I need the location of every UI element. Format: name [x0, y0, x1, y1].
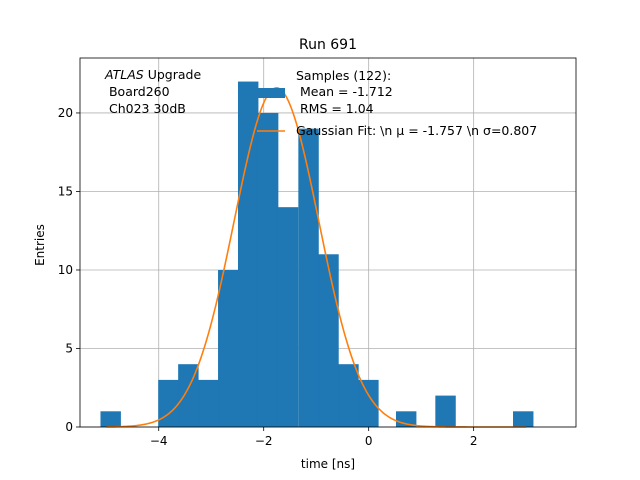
- legend-hist-line-2: Mean = -1.712: [296, 84, 393, 99]
- atlas-label: ATLAS: [104, 67, 144, 82]
- legend-hist-line-1: Samples (122):: [296, 68, 391, 83]
- chart-title: Run 691: [299, 37, 357, 53]
- histogram-bar: [298, 128, 319, 427]
- histogram-bar: [257, 112, 279, 427]
- upgrade-label: Upgrade: [144, 67, 202, 82]
- y-tick-label: 0: [65, 420, 73, 434]
- histogram-bar: [158, 379, 179, 427]
- legend-fit-label: Gaussian Fit: \n μ = -1.757 \n σ=0.807: [296, 123, 537, 138]
- histogram-bar: [237, 81, 259, 427]
- histogram-bar: [218, 269, 239, 427]
- histogram-bar: [198, 379, 219, 427]
- x-axis-label: time [ns]: [301, 457, 355, 471]
- histogram-bar: [435, 395, 456, 427]
- y-tick-label: 10: [58, 263, 73, 277]
- histogram-bar: [318, 254, 339, 427]
- legend-hist-swatch: [257, 88, 285, 98]
- x-tick-label: 2: [470, 434, 478, 448]
- atlas-annotation: ATLAS Upgrade Board260 Ch023 30dB: [104, 67, 201, 116]
- histogram-bar: [358, 379, 379, 427]
- y-tick-label: 15: [58, 184, 73, 198]
- x-tick-label: 0: [365, 434, 373, 448]
- svg-text:ATLAS Upgrade: ATLAS Upgrade: [104, 67, 201, 82]
- histogram-bar: [178, 364, 199, 427]
- legend-hist-line-3: RMS = 1.04: [296, 101, 374, 116]
- board-label: Board260: [105, 84, 170, 99]
- histogram-bar: [513, 411, 534, 427]
- histogram-bar: [277, 207, 299, 427]
- y-tick-label: 5: [65, 341, 73, 355]
- y-tick-label: 20: [58, 106, 73, 120]
- axes-frame: [79, 57, 577, 428]
- x-tick-label: −4: [150, 434, 168, 448]
- histogram-bar: [100, 411, 121, 427]
- y-axis-label: Entries: [33, 224, 47, 266]
- x-tick-label: −2: [255, 434, 273, 448]
- histogram-bar: [338, 364, 359, 427]
- legend: Samples (122): Mean = -1.712 RMS = 1.04 …: [257, 68, 537, 138]
- channel-label: Ch023 30dB: [105, 101, 186, 116]
